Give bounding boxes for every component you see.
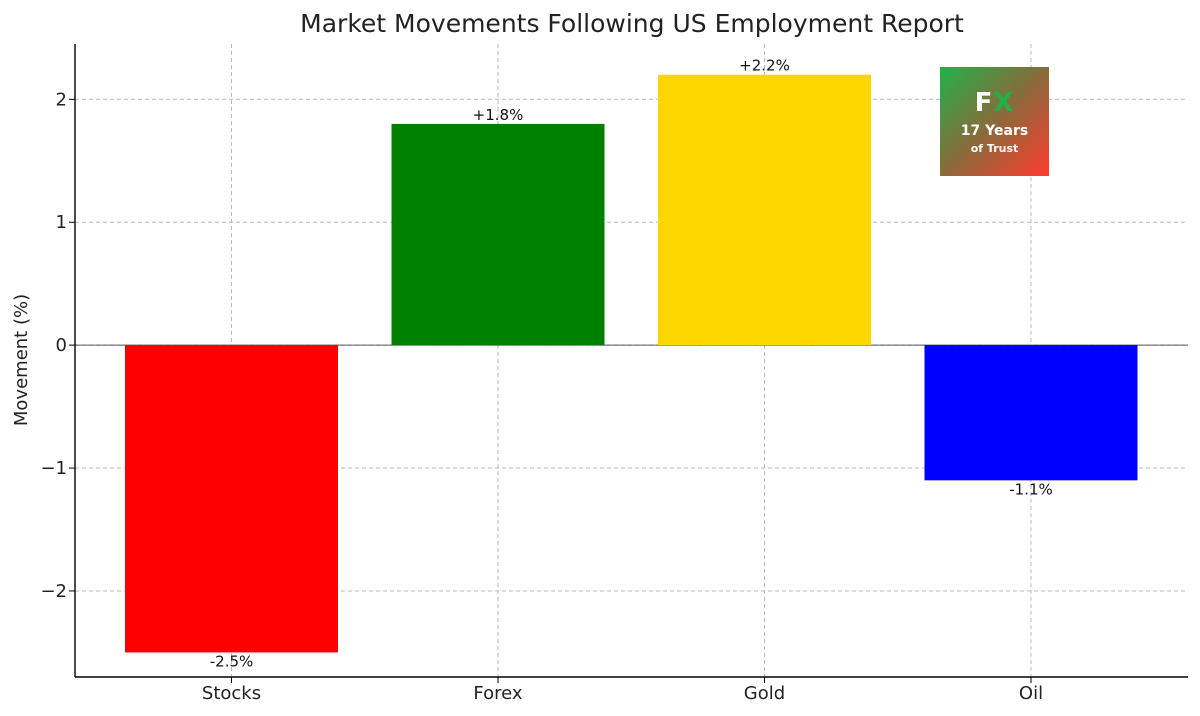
y-axis-label: Movement (%) — [11, 294, 32, 426]
y-tick-label: −1 — [40, 458, 67, 479]
bar-oil — [924, 345, 1138, 481]
axis-ticks: −2 −1 0 1 2 Stocks Forex Gold Oil — [40, 89, 1043, 704]
y-tick-label: 0 — [56, 335, 67, 356]
bar-stocks — [125, 345, 338, 653]
data-label-gold: +2.2% — [739, 57, 790, 75]
chart-title: Market Movements Following US Employment… — [300, 9, 964, 38]
y-tick-label: 1 — [56, 212, 67, 233]
fx-logo-f: F — [974, 87, 994, 118]
badge-trust-text: of Trust — [970, 141, 1019, 155]
bars — [125, 74, 1138, 653]
bar-gold — [658, 74, 871, 346]
data-label-forex: +1.8% — [473, 106, 524, 124]
x-tick-label-oil: Oil — [1019, 683, 1043, 704]
fx-logo-badge: FX 17 Years of Trust — [940, 67, 1049, 176]
fx-logo-x: X — [993, 87, 1015, 118]
bar-forex — [391, 123, 605, 346]
badge-years-text: 17 Years — [960, 122, 1029, 139]
data-label-oil: -1.1% — [1009, 480, 1053, 498]
y-tick-label: −2 — [40, 581, 67, 602]
data-labels: -2.5% +1.8% +2.2% -1.1% — [210, 57, 1053, 671]
x-tick-label-stocks: Stocks — [202, 683, 261, 704]
fx-logo-icon: FX — [975, 89, 1015, 117]
data-label-stocks: -2.5% — [210, 652, 254, 670]
y-tick-label: 2 — [56, 89, 67, 110]
x-tick-label-gold: Gold — [744, 683, 785, 704]
x-tick-label-forex: Forex — [473, 683, 522, 704]
